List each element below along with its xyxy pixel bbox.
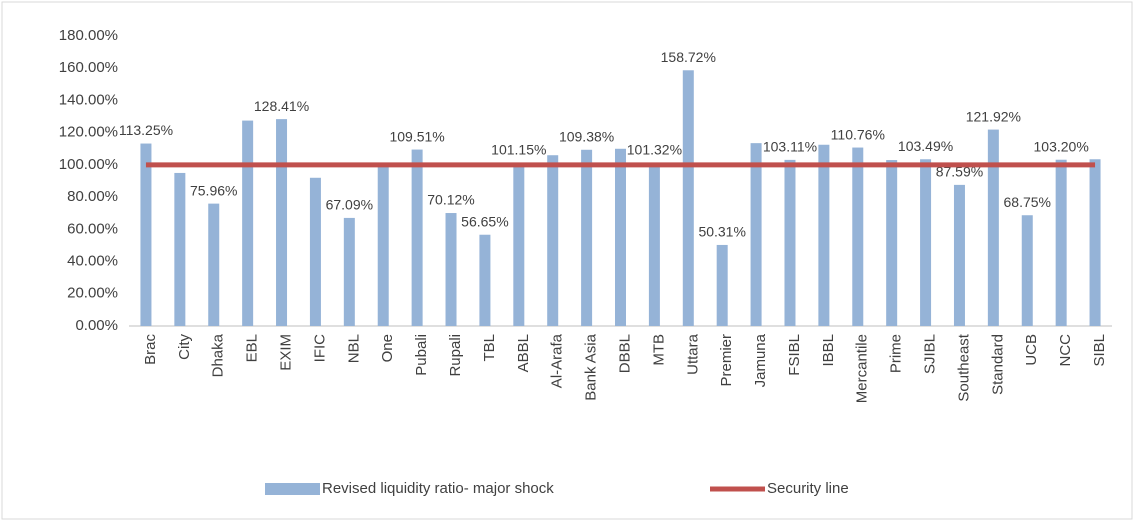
- y-tick-label: 120.00%: [59, 124, 118, 141]
- x-tick-label: One: [379, 334, 396, 362]
- bar: [615, 148, 626, 326]
- data-label: 109.51%: [389, 128, 444, 144]
- x-tick-label: Brac: [142, 334, 159, 365]
- x-tick-label: EXIM: [278, 334, 295, 371]
- x-tick-label: Al-Arafa: [549, 333, 566, 388]
- data-label: 70.12%: [427, 192, 474, 208]
- bar: [1055, 159, 1067, 326]
- bar: [140, 143, 152, 326]
- x-tick-label: SJIBL: [922, 334, 939, 374]
- y-tick-label: 20.00%: [67, 285, 118, 302]
- x-tick-label: FSIBL: [786, 334, 803, 376]
- data-label: 50.31%: [698, 224, 745, 240]
- x-tick-label: TBL: [481, 334, 498, 362]
- x-tick-label: EBL: [244, 334, 261, 362]
- bar: [886, 160, 898, 326]
- data-label: 101.15%: [491, 142, 546, 158]
- bar: [953, 184, 965, 326]
- bar: [411, 149, 423, 326]
- data-label: 113.25%: [119, 122, 173, 138]
- bar: [716, 244, 728, 326]
- y-tick-label: 0.00%: [75, 317, 118, 334]
- data-label: 101.32%: [627, 141, 682, 157]
- bar: [987, 129, 999, 326]
- y-tick-label: 180.00%: [59, 27, 118, 44]
- bar: [784, 159, 796, 326]
- bar: [174, 172, 186, 326]
- data-label: 87.59%: [936, 164, 983, 180]
- bar: [276, 119, 288, 327]
- y-tick-label: 40.00%: [67, 253, 118, 270]
- x-tick-label: MTB: [650, 334, 667, 366]
- legend-swatch: [265, 483, 320, 495]
- data-label: 75.96%: [190, 182, 237, 198]
- data-label: 103.20%: [1034, 138, 1089, 154]
- data-label: 56.65%: [461, 213, 508, 229]
- x-tick-label: UCB: [1023, 334, 1040, 366]
- y-tick-label: 60.00%: [67, 220, 118, 237]
- bar: [377, 163, 389, 326]
- y-tick-label: 140.00%: [59, 91, 118, 108]
- data-label: 158.72%: [661, 49, 716, 65]
- bar: [309, 177, 321, 326]
- legend-label: Revised liquidity ratio- major shock: [322, 480, 554, 497]
- data-label: 121.92%: [966, 108, 1021, 124]
- data-label: 128.41%: [254, 98, 309, 114]
- bar: [242, 120, 254, 326]
- bar: [682, 70, 694, 326]
- x-tick-label: Bank Asia: [583, 333, 600, 400]
- x-tick-label: City: [176, 334, 193, 360]
- x-tick-label: Mercantile: [854, 334, 871, 403]
- bar: [750, 143, 762, 326]
- x-tick-label: Premier: [718, 334, 735, 387]
- bar: [513, 163, 525, 326]
- data-label: 110.76%: [831, 126, 885, 142]
- bar: [547, 155, 559, 326]
- x-tick-label: Dhaka: [210, 333, 227, 377]
- bar: [343, 217, 355, 326]
- x-tick-label: IFIC: [311, 334, 328, 362]
- bar: [818, 144, 830, 326]
- bar: [648, 162, 660, 326]
- x-tick-label: Southeast: [955, 333, 972, 401]
- bar: [852, 147, 864, 326]
- bar: [445, 213, 457, 326]
- x-tick-label: SIBL: [1091, 334, 1108, 367]
- x-tick-label: Jamuna: [752, 333, 769, 387]
- bar: [479, 234, 491, 326]
- y-tick-label: 80.00%: [67, 188, 118, 205]
- data-label: 103.49%: [898, 138, 953, 154]
- x-tick-label: DBBL: [616, 334, 633, 373]
- bar: [1089, 159, 1101, 326]
- x-tick-label: Rupali: [447, 334, 464, 377]
- bar: [920, 159, 932, 326]
- x-tick-label: Standard: [989, 334, 1006, 395]
- data-label: 68.75%: [1004, 194, 1051, 210]
- x-tick-label: Uttara: [684, 333, 701, 375]
- legend-label: Security line: [767, 480, 849, 497]
- y-tick-label: 160.00%: [59, 59, 118, 76]
- y-tick-label: 100.00%: [59, 156, 118, 173]
- x-tick-label: Pubali: [413, 334, 430, 376]
- bar: [581, 149, 593, 326]
- x-tick-label: Prime: [888, 334, 905, 373]
- bar: [208, 203, 220, 326]
- x-tick-label: NBL: [345, 334, 362, 363]
- x-tick-label: NCC: [1057, 334, 1074, 367]
- data-label: 109.38%: [559, 128, 614, 144]
- x-tick-label: IBBL: [820, 334, 837, 367]
- bar: [1021, 215, 1033, 326]
- x-tick-label: ABBL: [515, 334, 532, 372]
- data-label: 67.09%: [326, 197, 373, 213]
- data-label: 103.11%: [763, 139, 817, 155]
